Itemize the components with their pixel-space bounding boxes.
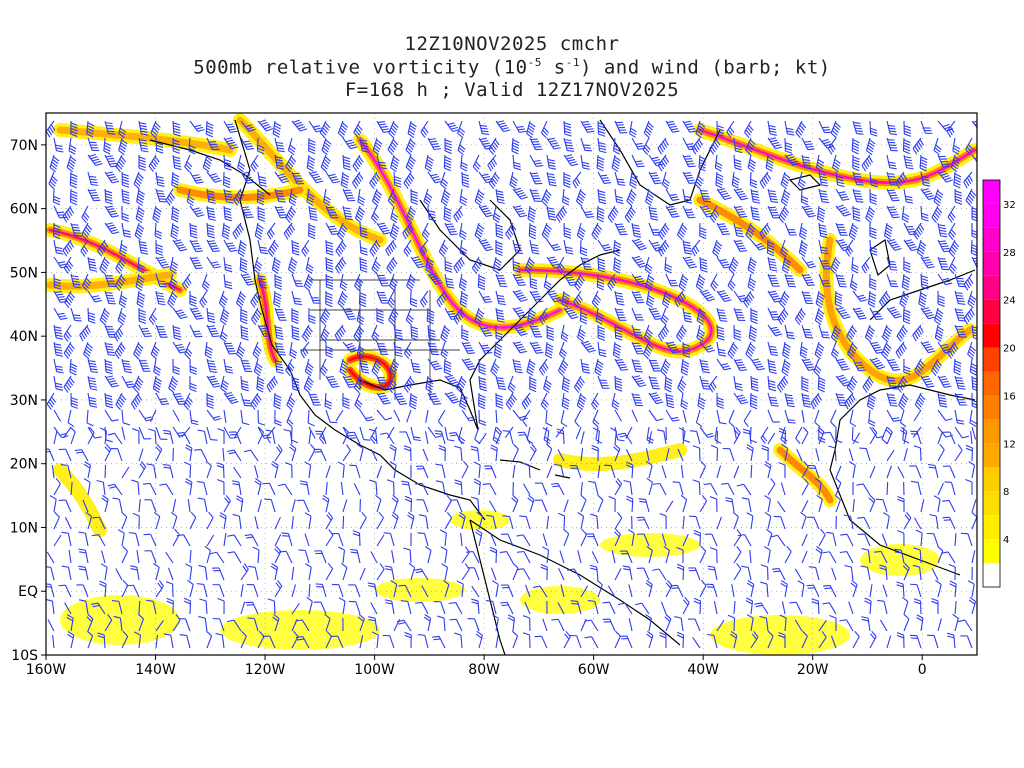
lon-label: 40W xyxy=(687,662,719,678)
lon-label: 160W xyxy=(26,662,67,678)
colorbar-label: 8 xyxy=(1003,487,1009,498)
title-line-3: F=168 h ; Valid 12Z17NOV2025 xyxy=(344,79,680,101)
lon-label: 80W xyxy=(468,662,500,678)
lon-label: 0 xyxy=(918,662,927,678)
wind-barbs xyxy=(46,119,977,649)
lat-label: 40N xyxy=(10,329,38,345)
colorbar-label: 24 xyxy=(1003,296,1016,307)
lat-label: 30N xyxy=(10,393,38,409)
colorbar-swatch xyxy=(983,323,1000,348)
colorbar-swatch xyxy=(983,203,1000,228)
colorbar-swatch xyxy=(983,227,1000,252)
colorbar-swatch xyxy=(983,563,1000,587)
colorbar-swatch xyxy=(983,491,1000,516)
lat-label: 20N xyxy=(10,457,38,473)
colorbar-swatch xyxy=(983,371,1000,396)
lon-label: 60W xyxy=(578,662,610,678)
colorbar-swatch xyxy=(983,539,1000,564)
title-line-1: 12Z10NOV2025 cmchr xyxy=(404,33,620,55)
colorbar-swatch xyxy=(983,443,1000,468)
colorbar-label: 28 xyxy=(1003,248,1016,259)
colorbar-swatch xyxy=(983,395,1000,420)
colorbar-label: 20 xyxy=(1003,344,1016,355)
colorbar-swatch xyxy=(983,299,1000,324)
colorbar-swatch xyxy=(983,467,1000,492)
colorbar-label: 12 xyxy=(1003,439,1016,450)
lon-label: 20W xyxy=(797,662,829,678)
lat-label: 10N xyxy=(10,520,38,536)
colorbar-label: 4 xyxy=(1003,535,1009,546)
lat-label: 70N xyxy=(10,138,38,154)
lat-label: EQ xyxy=(18,584,38,600)
lat-label: 50N xyxy=(10,265,38,281)
lat-label: 10S xyxy=(11,648,38,664)
colorbar-label: 16 xyxy=(1003,391,1016,402)
map-frame xyxy=(45,112,978,656)
colorbar-label: 32 xyxy=(1003,200,1016,211)
longitude-labels: 160W 140W 120W 100W 80W 60W 40W 20W 0 xyxy=(26,655,927,678)
colorbar-swatch xyxy=(983,515,1000,540)
colorbar: 4 8 12 16 20 24 28 32 xyxy=(982,179,1016,588)
latitude-labels: 70N 60N 50N 40N 30N 20N 10N EQ 10S xyxy=(10,138,46,664)
lon-label: 120W xyxy=(245,662,286,678)
lat-label: 60N xyxy=(10,202,38,218)
colorbar-swatch xyxy=(983,419,1000,444)
title-line-2: 500mb relative vorticity (10-5 s-1) and … xyxy=(193,56,831,79)
colorbar-swatch xyxy=(983,251,1000,276)
colorbar-swatch xyxy=(983,275,1000,300)
lon-label: 100W xyxy=(354,662,395,678)
lon-label: 140W xyxy=(135,662,176,678)
colorbar-swatch xyxy=(983,180,1000,204)
colorbar-swatch xyxy=(983,347,1000,372)
